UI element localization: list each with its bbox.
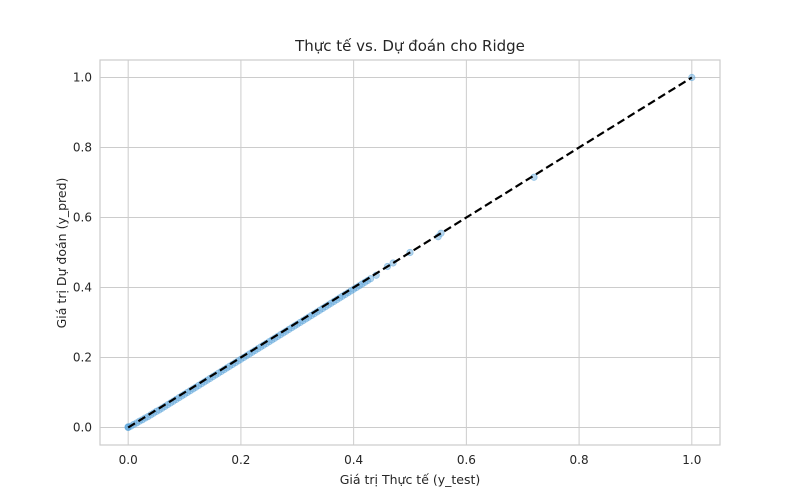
x-tick-label: 0.0	[119, 453, 138, 467]
tick-label-layer: 0.0 0.2 0.4 0.6 0.8 1.0 0.0 0.2 0.4 0.6 0.8 1.0	[73, 71, 701, 468]
y-tick-label: 0.8	[73, 141, 92, 155]
x-tick-label: 1.0	[682, 453, 701, 467]
y-tick-label: 0.0	[73, 421, 92, 435]
y-tick-label: 1.0	[73, 71, 92, 85]
chart-title: Thực tế vs. Dự đoán cho Ridge	[294, 37, 525, 55]
grid-layer	[100, 60, 720, 445]
x-tick-label: 0.4	[344, 453, 363, 467]
x-axis-label: Giá trị Thực tế (y_test)	[340, 472, 481, 487]
x-tick-label: 0.6	[457, 453, 476, 467]
y-tick-label: 0.4	[73, 281, 92, 295]
y-tick-label: 0.6	[73, 211, 92, 225]
y-tick-label: 0.2	[73, 351, 92, 365]
plot-frame	[99, 59, 721, 446]
reference-line-layer	[127, 76, 693, 429]
reference-line	[127, 76, 693, 429]
x-tick-label: 0.2	[231, 453, 250, 467]
y-axis-label: Giá trị Dự đoán (y_pred)	[54, 178, 69, 329]
x-tick-label: 0.8	[570, 453, 589, 467]
